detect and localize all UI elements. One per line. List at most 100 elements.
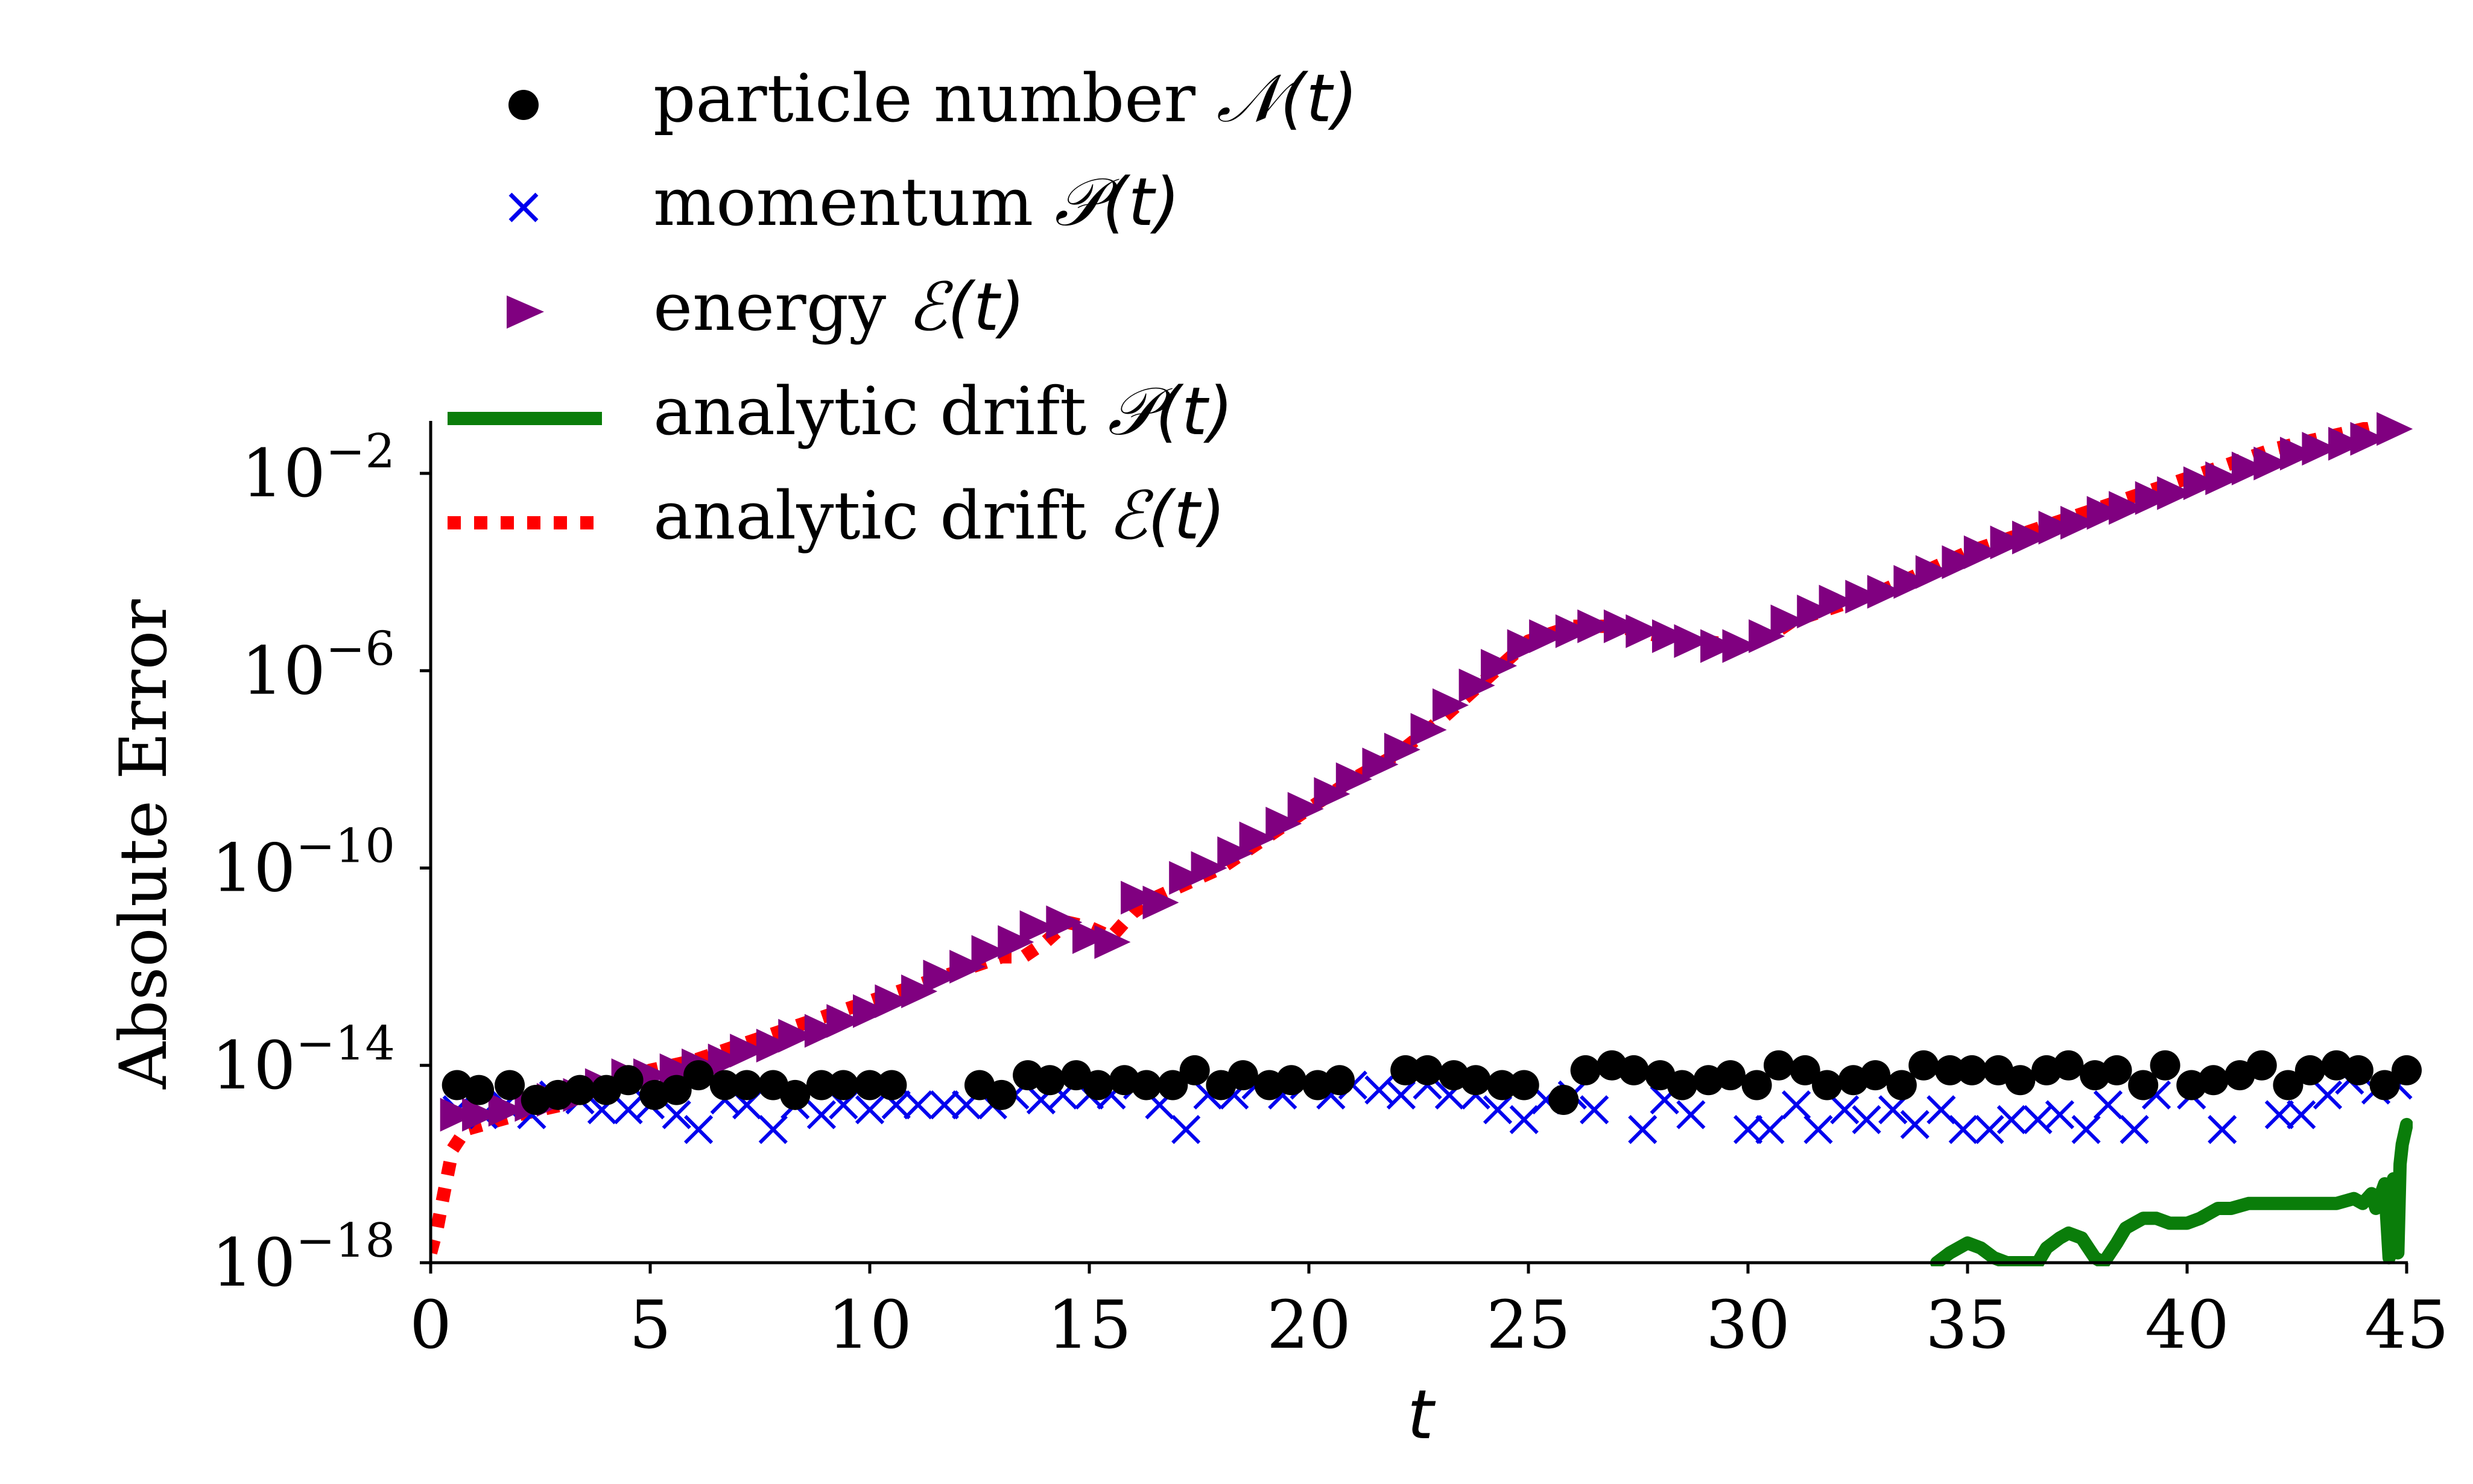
energy-point [826, 1004, 863, 1038]
momentum-point [758, 1114, 788, 1145]
particle-number-point [732, 1070, 762, 1100]
momentum-point [1852, 1105, 1881, 1134]
momentum-point [2093, 1090, 2123, 1120]
momentum-point [2287, 1100, 2316, 1129]
particle-number-point [2343, 1055, 2373, 1085]
energy-point [1700, 629, 1737, 663]
particle-number-point [1034, 1065, 1065, 1096]
particle-number-point [2198, 1065, 2229, 1096]
particle-number-point [1741, 1070, 1772, 1100]
particle-number-point [2101, 1055, 2132, 1085]
particle-number-point [986, 1079, 1017, 1110]
particle-number-point [876, 1070, 907, 1100]
energy-point [778, 1018, 815, 1053]
energy-point [1674, 624, 1711, 658]
energy-point [1845, 579, 1882, 614]
energy-point [488, 1093, 525, 1127]
particle-number-point [565, 1075, 595, 1105]
particle-number-point [2392, 1055, 2422, 1085]
energy-point [1072, 920, 1109, 955]
x-ticks: 0 5 10 15 20 25 30 35 40 45 [410, 1263, 2449, 1363]
legend-item-momentum: momentum 𝒫(t) [508, 163, 1180, 241]
x-tick-label: 20 [1267, 1286, 1351, 1363]
energy-point [1603, 609, 1640, 643]
particle-number-point [1908, 1050, 1939, 1081]
analytic-drift-momentum-line [1930, 1117, 2413, 1266]
particle-number-point [1227, 1060, 1258, 1091]
particle-number-point [1715, 1060, 1746, 1091]
momentum-point [2045, 1100, 2075, 1129]
momentum-point [2120, 1114, 2149, 1145]
energy-point [1265, 806, 1302, 841]
momentum-point [1803, 1114, 1833, 1145]
x-tick-label: 30 [1706, 1286, 1790, 1363]
energy-point [1722, 629, 1759, 663]
particle-number-point [1618, 1055, 1649, 1085]
particle-number-point [1390, 1055, 1421, 1085]
energy-point [1893, 564, 1930, 599]
momentum-point [2208, 1114, 2237, 1145]
particle-number-point [1460, 1065, 1491, 1096]
momentum-point [1171, 1114, 1201, 1145]
momentum-point [1900, 1110, 1930, 1140]
particle-number-point [1083, 1070, 1113, 1100]
energy-point [1432, 688, 1469, 722]
legend-item-energy: energy ℰ(t) [507, 268, 1025, 346]
particle-number-point [1509, 1070, 1539, 1100]
momentum-point [1755, 1114, 1785, 1145]
energy-point [1384, 733, 1420, 767]
particle-number-point [780, 1079, 811, 1110]
particle-number-point [495, 1070, 525, 1100]
energy-point [1867, 575, 1904, 609]
energy-point [971, 935, 1008, 969]
particle-number-point [2053, 1050, 2084, 1081]
particle-number-point [1276, 1065, 1306, 1096]
energy-point [1169, 860, 1206, 895]
particle-number-point [2005, 1065, 2036, 1096]
x-tick-label: 10 [828, 1286, 912, 1363]
momentum-point [1948, 1114, 1978, 1145]
momentum-point [683, 1114, 714, 1145]
particle-number-point [2128, 1070, 2159, 1100]
legend-item-particle-number: particle number 𝒩(t) [508, 60, 1358, 137]
particle-number-point [683, 1060, 714, 1091]
x-tick-label: 45 [2364, 1286, 2449, 1363]
momentum-point [662, 1100, 691, 1129]
energy-point [2038, 510, 2075, 545]
energy-point [1507, 629, 1544, 663]
momentum-point [1364, 1075, 1394, 1105]
energy-point [1819, 584, 1855, 619]
particle-number-point [2273, 1070, 2304, 1100]
energy-point [2060, 505, 2097, 540]
momentum-point [2264, 1100, 2294, 1129]
particle-number-point [1570, 1055, 1601, 1085]
legend-label: particle number 𝒩(t) [653, 60, 1358, 137]
energy-point [2231, 451, 2268, 485]
legend-triangle-marker [507, 295, 544, 329]
energy-point [1990, 525, 2027, 560]
particle-number-point [464, 1075, 495, 1105]
y-tick-label: 10−14 [211, 1017, 395, 1104]
energy-point [1529, 619, 1566, 653]
energy-point [462, 1097, 499, 1132]
legend-item-analytic-drift-energy: analytic drift ℰ(t) [448, 477, 1226, 554]
particle-number-point [1860, 1060, 1891, 1091]
energy-point [2135, 481, 2171, 515]
energy-point [440, 1097, 477, 1132]
x-tick-label: 5 [629, 1286, 671, 1363]
energy-point [1458, 668, 1495, 703]
momentum-point [1996, 1105, 2026, 1134]
particle-number-point [1763, 1050, 1794, 1081]
data-markers [440, 412, 2422, 1145]
legend-label: momentum 𝒫(t) [653, 163, 1180, 241]
x-tick-label: 35 [1925, 1286, 2010, 1363]
particle-number-point [2294, 1055, 2325, 1085]
y-tick-label: 10−10 [211, 819, 395, 907]
momentum-point [613, 1095, 643, 1125]
momentum-point [1580, 1095, 1609, 1125]
energy-point [1335, 762, 1372, 797]
energy-point [708, 1043, 744, 1078]
energy-point [1555, 614, 1592, 648]
momentum-point [2071, 1114, 2101, 1145]
particle-number-point [2369, 1070, 2400, 1100]
